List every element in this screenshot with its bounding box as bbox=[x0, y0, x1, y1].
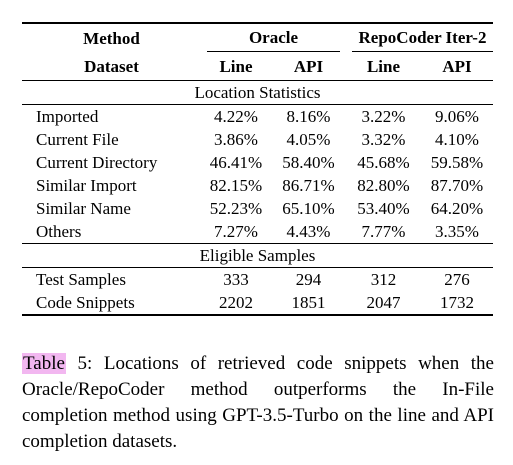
row-label: Test Samples bbox=[36, 270, 126, 289]
table-cell: 294 bbox=[295, 270, 322, 289]
caption-text: Locations of retrieved code snippets whe… bbox=[22, 353, 494, 452]
table-cell: 312 bbox=[370, 270, 397, 289]
table-cell: 2202 bbox=[201, 291, 271, 316]
table-cell: 3.35% bbox=[435, 222, 479, 241]
table-cell: 2047 bbox=[346, 291, 421, 316]
table-cell: 82.15% bbox=[209, 176, 263, 195]
repocoder-header: RepoCoder Iter-2 bbox=[346, 22, 493, 52]
table-cell: 65.10% bbox=[282, 199, 335, 218]
table-cell: 4.22% bbox=[214, 107, 258, 126]
table-row: Similar Import 82.15% 86.71% 82.80% 87.70% bbox=[22, 174, 493, 197]
header-row-2: Dataset Line API Line API bbox=[22, 52, 493, 81]
table-cell: 3.32% bbox=[361, 130, 406, 149]
oracle-header: Oracle bbox=[201, 22, 346, 52]
header-row-1: Method Oracle RepoCoder Iter-2 bbox=[22, 22, 493, 52]
oracle-api-header: API bbox=[271, 52, 346, 81]
section-location-header: Location Statistics bbox=[22, 80, 493, 105]
table-cell: 8.16% bbox=[286, 107, 331, 126]
results-table: Method Oracle RepoCoder Iter-2 Dataset L… bbox=[22, 22, 493, 316]
method-header: Method bbox=[22, 22, 201, 52]
table-cell: 9.06% bbox=[435, 107, 479, 126]
row-label: Code Snippets bbox=[22, 291, 201, 316]
caption-number: 5: bbox=[65, 353, 93, 374]
table-row: Others 7.27% 4.43% 7.77% 3.35% bbox=[22, 220, 493, 244]
table-cell: 4.05% bbox=[286, 130, 331, 149]
table-row: Similar Name 52.23% 65.10% 53.40% 64.20% bbox=[22, 197, 493, 220]
table-cell: 333 bbox=[223, 270, 249, 289]
section-samples-title: Eligible Samples bbox=[22, 243, 493, 268]
table-cell: 52.23% bbox=[209, 199, 263, 218]
table-cell: 7.27% bbox=[214, 222, 258, 241]
table-cell: 3.22% bbox=[361, 107, 406, 126]
row-label: Similar Import bbox=[36, 176, 137, 195]
row-label: Others bbox=[36, 222, 82, 241]
dataset-header: Dataset bbox=[22, 52, 201, 81]
caption-label: Table bbox=[22, 353, 66, 374]
table-cell: 87.70% bbox=[430, 176, 484, 195]
sample-rows: Test Samples 333 294 312 276 Code Snippets 220… bbox=[22, 268, 493, 316]
row-label: Similar Name bbox=[36, 199, 131, 218]
table-caption: Table 5: Locations of retrieved code sni… bbox=[22, 351, 494, 455]
table-row: Code Snippets 2202 1851 2047 1732 bbox=[22, 291, 493, 316]
table-row: Test Samples 333 294 312 276 bbox=[22, 268, 493, 292]
table-cell: 86.71% bbox=[282, 176, 335, 195]
table-cell: 1851 bbox=[271, 291, 346, 316]
table-cell: 276 bbox=[444, 270, 470, 289]
table-row: Imported 4.22% 8.16% 3.22% 9.06% bbox=[22, 105, 493, 129]
table-cell: 1732 bbox=[421, 291, 493, 316]
section-location-title: Location Statistics bbox=[22, 80, 493, 105]
table-row: Current Directory 46.41% 58.40% 45.68% 59.58… bbox=[22, 151, 493, 174]
table-cell: 3.86% bbox=[214, 130, 258, 149]
table-cell: 58.40% bbox=[282, 153, 335, 172]
table-cell: 59.58% bbox=[430, 153, 484, 172]
repocoder-line-header: Line bbox=[346, 52, 421, 81]
table-cell: 64.20% bbox=[430, 199, 484, 218]
table-cell: 46.41% bbox=[209, 153, 263, 172]
oracle-header-label: Oracle bbox=[207, 24, 340, 52]
table-cell: 82.80% bbox=[357, 176, 410, 195]
table-cell: 4.43% bbox=[286, 222, 331, 241]
table-cell: 4.10% bbox=[435, 130, 479, 149]
row-label: Current File bbox=[36, 130, 119, 149]
repocoder-api-header: API bbox=[421, 52, 493, 81]
table-cell: 7.77% bbox=[361, 222, 406, 241]
row-label: Current Directory bbox=[36, 153, 158, 172]
oracle-line-header: Line bbox=[201, 52, 271, 81]
row-label: Imported bbox=[36, 107, 99, 126]
location-rows: Imported 4.22% 8.16% 3.22% 9.06% Current File… bbox=[22, 105, 493, 244]
repocoder-header-label: RepoCoder Iter-2 bbox=[352, 24, 493, 52]
table-row: Current File 3.86% 4.05% 3.32% 4.10% bbox=[22, 128, 493, 151]
table-cell: 53.40% bbox=[357, 199, 410, 218]
table-cell: 45.68% bbox=[357, 153, 410, 172]
section-samples-header: Eligible Samples bbox=[22, 243, 493, 268]
